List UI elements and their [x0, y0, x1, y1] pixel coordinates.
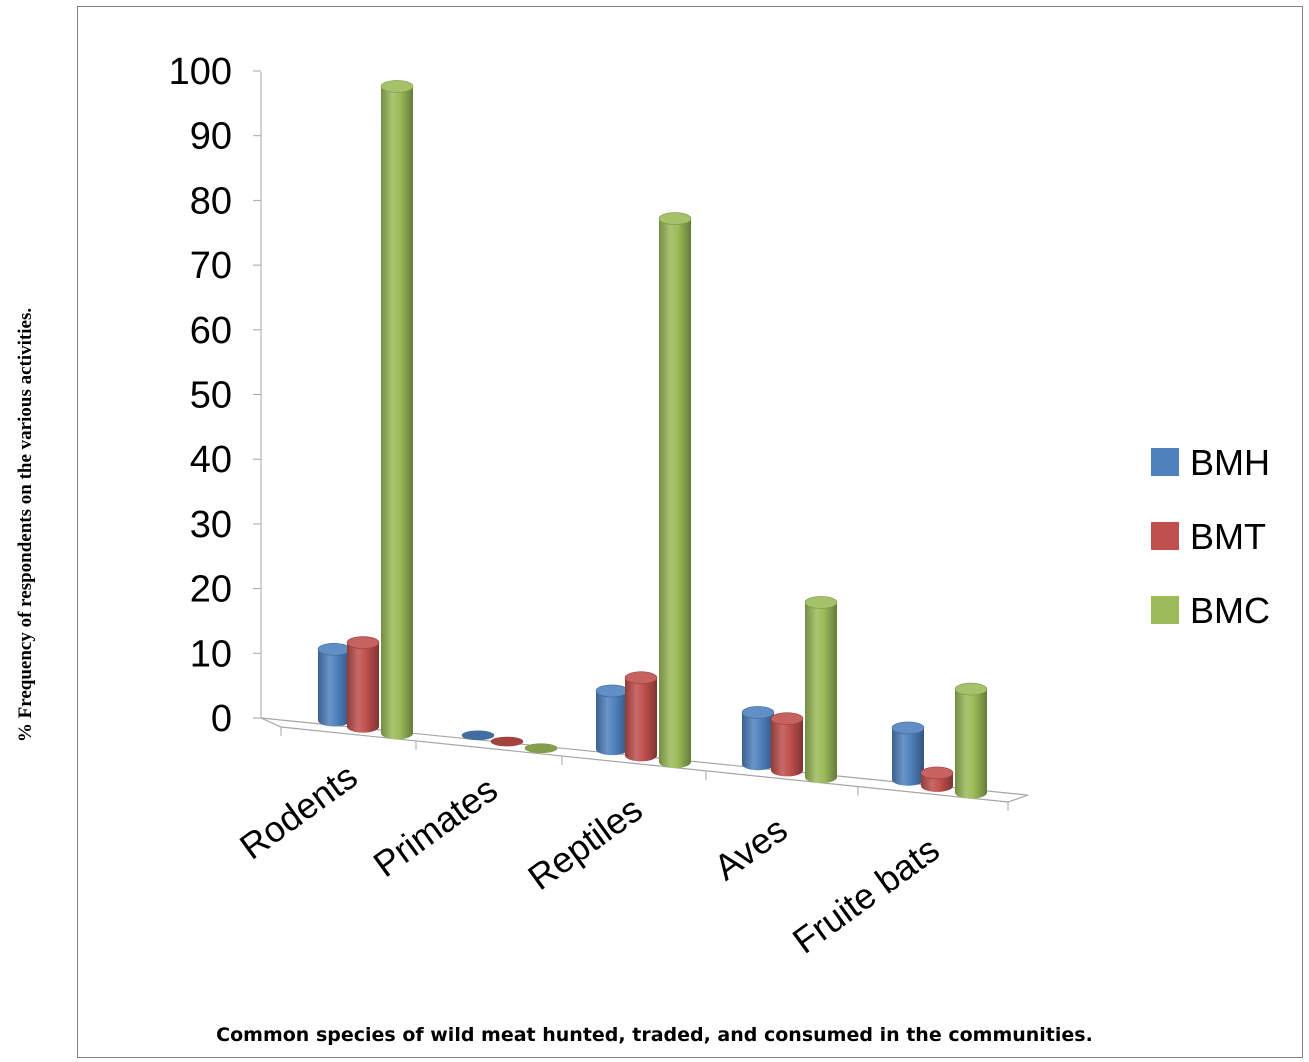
- legend-swatch: [1151, 448, 1179, 476]
- axes-layer: 0 10 20 30 40 50 60 70 80 90 100 Rodents Primates Rep…: [169, 51, 1029, 961]
- bar-BMT-rodents: [346, 636, 380, 733]
- legend-label: BMC: [1190, 590, 1270, 631]
- y-tick-label: 30: [190, 504, 232, 546]
- bar-BMT-reptiles: [624, 671, 658, 762]
- y-tick-label: 20: [190, 569, 232, 611]
- bar-BMH-fruite-bats: [891, 721, 925, 786]
- bar-BMH-reptiles: [595, 684, 629, 756]
- bar-BMC-fruite-bats: [954, 682, 988, 799]
- x-tick-label: Aves: [706, 808, 794, 888]
- x-tick-label: Rodents: [232, 755, 365, 867]
- y-tick-label: 90: [190, 116, 232, 158]
- bar-BMC-rodents: [380, 80, 414, 740]
- bar-BMC-primates: [524, 743, 558, 754]
- x-tick-label: Reptiles: [520, 788, 649, 898]
- chart-frame: [77, 6, 1303, 1058]
- bars-layer: [317, 80, 988, 799]
- legend: BMH BMT BMC: [1151, 442, 1270, 631]
- legend-label: BMT: [1190, 516, 1266, 557]
- x-tick-label: Fruite bats: [785, 828, 947, 961]
- bar-BMH-rodents: [317, 642, 351, 727]
- legend-swatch: [1151, 522, 1179, 550]
- y-tick-label: 10: [190, 633, 232, 675]
- bar-BMT-fruite-bats: [920, 766, 954, 792]
- y-tick-label: 40: [190, 439, 232, 481]
- y-tick-label: 50: [190, 375, 232, 417]
- x-tick-label: Primates: [366, 768, 505, 885]
- bar-BMC-aves: [804, 596, 838, 784]
- y-tick-label: 0: [211, 698, 232, 740]
- bar-BMC-reptiles: [658, 212, 692, 769]
- x-axis-label: Common species of wild meat hunted, trad…: [216, 1024, 1093, 1046]
- bar-BMT-aves: [770, 712, 804, 777]
- bar-BMT-primates: [490, 736, 524, 747]
- bar-BMH-primates: [461, 730, 495, 741]
- y-tick-label: 80: [190, 180, 232, 222]
- y-tick-label: 70: [190, 245, 232, 287]
- y-tick-label: 60: [190, 310, 232, 352]
- legend-label: BMH: [1190, 442, 1270, 483]
- y-tick-label: 100: [169, 51, 232, 93]
- legend-swatch: [1151, 596, 1179, 624]
- bar-BMH-aves: [741, 706, 775, 771]
